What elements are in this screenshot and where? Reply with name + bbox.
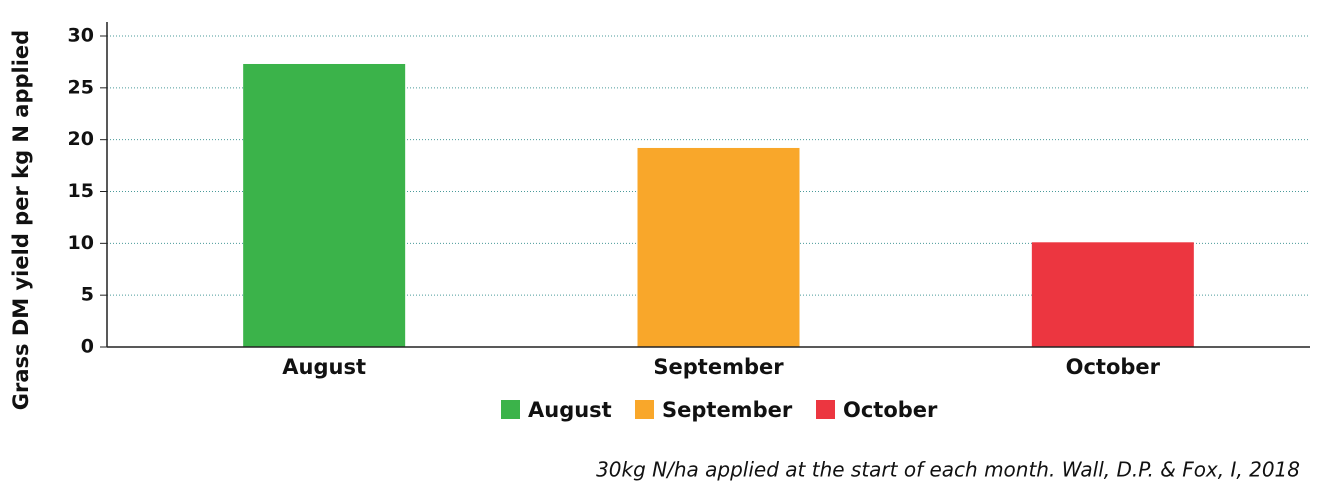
bar (1031, 242, 1194, 347)
x-tick-label: October (1066, 355, 1161, 379)
y-tick-label: 25 (68, 76, 94, 98)
y-tick-label: 10 (68, 232, 94, 254)
legend-swatch (501, 400, 520, 419)
y-tick-label: 20 (68, 128, 94, 150)
y-tick-label: 0 (81, 336, 94, 358)
legend-label: October (843, 398, 938, 422)
bar (243, 63, 406, 348)
legend-label: August (528, 398, 612, 422)
legend-swatch (635, 400, 654, 419)
caption: 30kg N/ha applied at the start of each m… (596, 458, 1300, 482)
y-tick-label: 30 (68, 25, 94, 47)
legend-label: September (662, 398, 793, 422)
y-axis-label: Grass DM yield per kg N applied (9, 30, 33, 410)
legend-swatch (816, 400, 835, 419)
y-tick-label: 5 (81, 284, 94, 306)
y-tick-label: 15 (68, 180, 94, 202)
x-tick-label: August (282, 355, 366, 379)
bar (637, 147, 800, 347)
x-tick-label: September (653, 355, 784, 379)
